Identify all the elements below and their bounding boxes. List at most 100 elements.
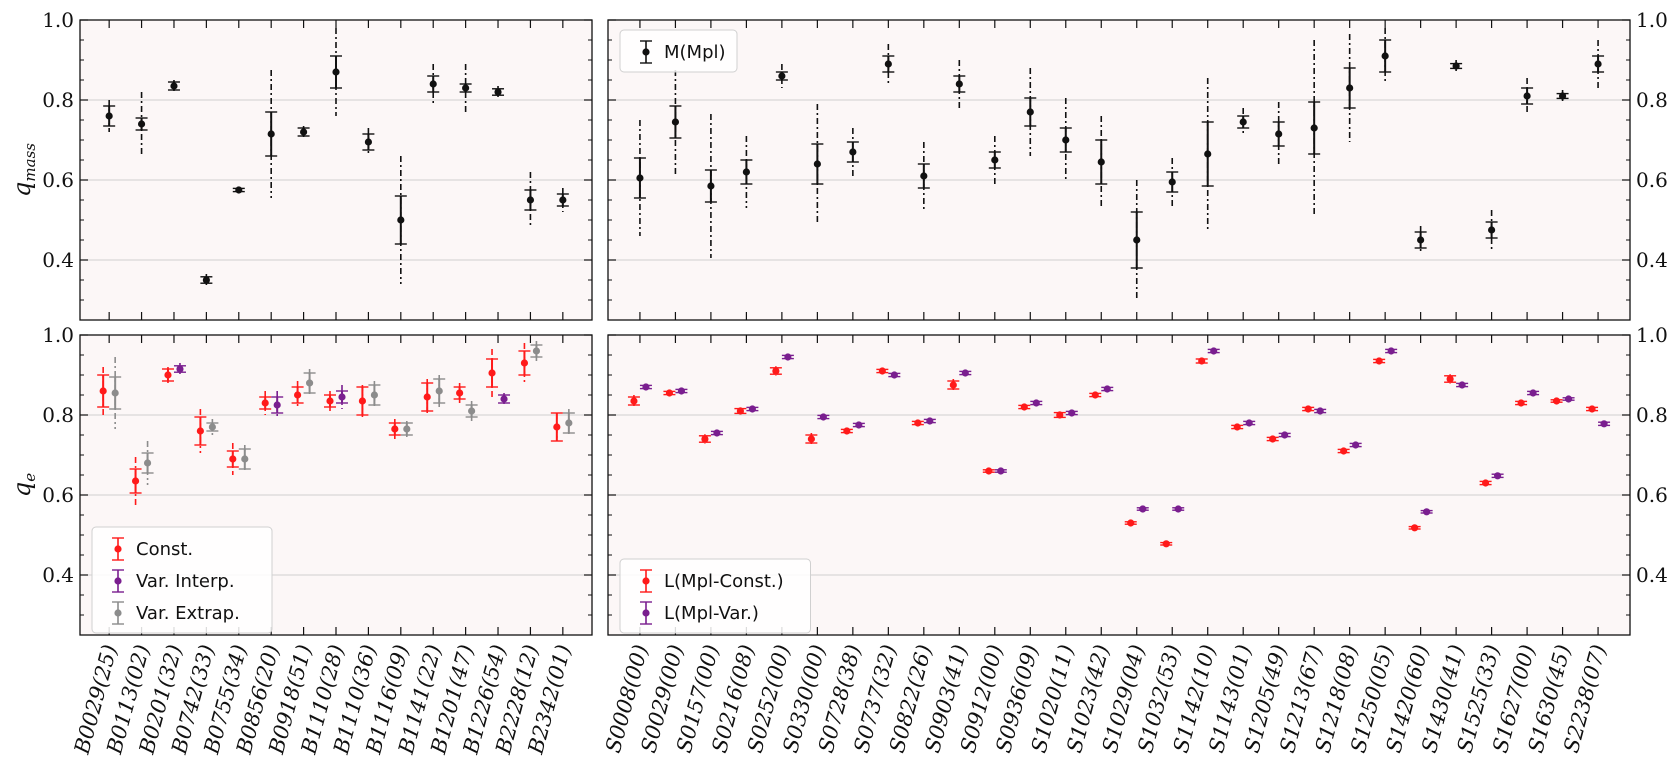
data-point: [1302, 405, 1315, 413]
data-marker: [1558, 92, 1567, 100]
data-point: [1166, 158, 1179, 206]
data-marker: [235, 186, 243, 194]
data-point: [1343, 34, 1356, 142]
y-tick-label: 1.0: [1636, 323, 1668, 347]
data-point: [388, 419, 401, 439]
data-point: [330, 28, 342, 116]
data-point: [1408, 524, 1421, 532]
data-point: [663, 389, 676, 397]
data-marker: [1375, 357, 1383, 365]
y-tick-label: 0.6: [42, 168, 74, 192]
data-marker: [855, 421, 863, 429]
legend-label: L(Mpl-Var.): [664, 603, 759, 624]
data-point: [232, 186, 245, 194]
y-tick-label: 0.8: [42, 88, 74, 112]
data-marker: [1482, 479, 1490, 487]
data-marker: [884, 60, 892, 68]
data-marker: [1204, 150, 1212, 158]
data-marker: [1097, 158, 1105, 166]
data-point: [336, 385, 348, 409]
data-point: [1349, 441, 1362, 449]
data-point: [465, 401, 478, 421]
data-marker: [878, 367, 886, 375]
data-point: [324, 391, 336, 411]
panel-bottom-right: 0.40.60.81.0S0008(00)S0029(00)S0157(00)S…: [601, 323, 1668, 755]
data-point: [1018, 403, 1031, 411]
data-point: [103, 100, 116, 132]
legend-marker: [642, 577, 650, 585]
data-point: [840, 427, 853, 435]
data-marker: [429, 80, 437, 88]
y-tick-label: 0.4: [1636, 563, 1668, 587]
data-marker: [1387, 347, 1395, 355]
legend-box: [91, 526, 273, 634]
y-tick-label: 0.8: [1636, 403, 1668, 427]
y-tick-label: 0.6: [1636, 168, 1668, 192]
data-point: [194, 409, 207, 453]
data-point: [265, 70, 278, 198]
data-point: [556, 188, 569, 212]
data-point: [917, 142, 930, 210]
data-point: [811, 104, 824, 224]
data-point: [805, 433, 818, 445]
data-marker: [1529, 389, 1537, 397]
data-point: [271, 391, 284, 419]
data-point: [453, 383, 466, 403]
data-marker: [208, 423, 216, 431]
legend-label: Var. Extrap.: [136, 603, 240, 624]
data-marker: [532, 347, 541, 355]
data-marker: [1594, 60, 1602, 68]
legend: Const. Var. Interp. Var. Extrap.: [91, 526, 273, 634]
legend-box: [619, 558, 811, 634]
data-marker: [1091, 391, 1099, 399]
data-marker: [742, 168, 750, 176]
data-marker: [1162, 540, 1170, 548]
data-marker: [462, 84, 470, 92]
data-marker: [736, 407, 744, 415]
data-marker: [520, 359, 529, 367]
data-point: [775, 64, 788, 88]
data-point: [1521, 78, 1534, 114]
legend-marker: [114, 609, 122, 617]
data-point: [135, 92, 148, 156]
data-marker: [1446, 375, 1454, 383]
data-point: [639, 383, 652, 391]
data-marker: [488, 369, 496, 377]
data-point: [1089, 391, 1102, 399]
data-marker: [1381, 52, 1389, 60]
data-marker: [807, 435, 815, 443]
legend-marker: [114, 577, 122, 585]
data-point: [888, 371, 901, 379]
legend-label: L(Mpl-Const.): [664, 571, 784, 592]
y-tick-label: 0.6: [42, 483, 74, 507]
data-marker: [364, 138, 373, 146]
data-marker: [1210, 347, 1218, 355]
data-marker: [642, 383, 650, 391]
legend-marker: [114, 545, 122, 553]
data-point: [1024, 68, 1037, 156]
data-point: [400, 421, 413, 437]
data-marker: [1523, 92, 1531, 100]
data-marker: [997, 467, 1005, 475]
data-point: [530, 341, 543, 361]
data-marker: [849, 148, 857, 156]
data-marker: [1340, 447, 1348, 455]
data-point: [362, 128, 375, 156]
data-marker: [468, 407, 476, 415]
data-point: [1231, 423, 1244, 431]
data-marker: [1488, 226, 1496, 234]
data-marker: [1032, 399, 1040, 407]
data-marker: [778, 72, 786, 80]
data-marker: [299, 128, 308, 136]
panel-background: [608, 20, 1630, 320]
data-point: [1420, 508, 1433, 516]
data-marker: [1020, 403, 1028, 411]
data-marker: [1133, 236, 1141, 244]
data-marker: [137, 120, 146, 128]
y-tick-label: 0.8: [42, 403, 74, 427]
data-marker: [111, 389, 119, 397]
data-marker: [1564, 395, 1573, 403]
data-marker: [1174, 505, 1182, 513]
data-point: [746, 405, 759, 413]
